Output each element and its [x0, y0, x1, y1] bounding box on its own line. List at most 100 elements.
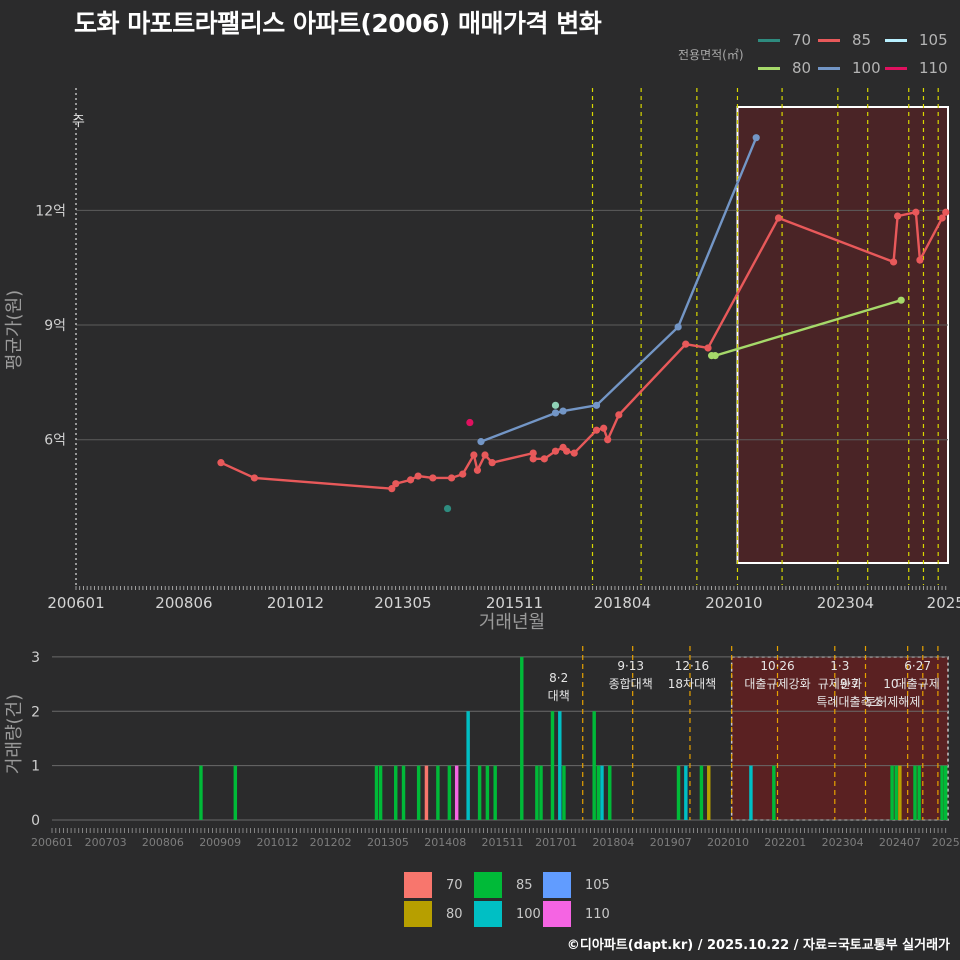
legend-label: 110: [585, 906, 610, 922]
volume-bar: [477, 765, 482, 820]
legend-swatch: [818, 66, 840, 70]
legend-swatch: [543, 901, 571, 927]
data-point-85: [615, 411, 623, 419]
data-point-70: [443, 504, 452, 513]
y-tick-label: 1: [31, 759, 40, 775]
volume-bar: [684, 765, 688, 820]
data-point-85: [459, 470, 467, 478]
data-point-70-extra: [551, 401, 560, 409]
y-tick-label: 12억: [35, 203, 66, 219]
volume-bar: [233, 765, 238, 820]
volume-bar: [600, 765, 604, 820]
data-point-80: [897, 296, 905, 304]
data-point-100: [592, 401, 601, 409]
event-text-label: 대출규제강화: [744, 677, 810, 691]
data-point-85: [488, 459, 496, 467]
data-point-85: [600, 424, 608, 432]
legend-label: 80: [446, 906, 463, 922]
volume-bar: [592, 711, 596, 820]
y-tick-label: 2: [31, 704, 40, 720]
y-tick-label: 6억: [44, 433, 66, 449]
data-point-100: [752, 134, 760, 142]
legend-label: 110: [919, 59, 948, 77]
event-date-label: 10·: [883, 677, 902, 691]
edge-label: 주: [72, 114, 85, 130]
legend-swatch: [885, 38, 907, 42]
volume-bar: [394, 765, 398, 820]
price-legend-item-80: 80: [758, 59, 811, 77]
data-point-85: [893, 212, 902, 220]
legend-swatch: [474, 901, 502, 927]
price-line-chart: 6억 9억 12억 주 200601 200806 201012 201305 201511 20…: [4, 88, 960, 633]
legend-label: 100: [516, 906, 541, 922]
data-point-100: [559, 407, 567, 415]
highlight-region: [730, 656, 949, 821]
event-text-label: 특례대출축소: [816, 695, 882, 709]
event-text-label: 18차대책: [668, 676, 716, 691]
x-tick-label: 201804: [594, 594, 651, 612]
volume-legend-item-70: 70: [404, 872, 463, 898]
volume-bar: [416, 765, 421, 820]
x-tick-label: 201012: [256, 836, 298, 849]
data-point-85: [529, 455, 537, 463]
volume-bar: [550, 711, 555, 820]
x-tick-label: 201012: [267, 594, 324, 612]
x-tick-label: 201907: [650, 836, 692, 849]
data-point-85: [429, 474, 437, 482]
data-point-100: [551, 409, 560, 417]
x-tick-label: 202304: [817, 594, 874, 612]
event-date-label: 8·2: [549, 671, 568, 685]
price-legend-item-105: 105: [885, 31, 948, 49]
volume-bar: [535, 765, 539, 820]
legend-label: 80: [792, 59, 812, 77]
volume-bar: [539, 765, 543, 820]
price-legend: 전용면적(㎡) 70 85 105 80 100 110: [640, 30, 960, 82]
source-credit: ©디아파트(dapt.kr) / 2025.10.22 / 자료=국토교통부 실…: [566, 938, 950, 953]
event-date-label: 1·3: [830, 659, 849, 673]
volume-bar: [772, 765, 776, 820]
data-point-85: [551, 447, 560, 455]
data-point-85: [250, 474, 259, 482]
legend-swatch: [543, 872, 571, 898]
legend-swatch: [885, 66, 907, 70]
data-point-100: [477, 438, 485, 446]
x-tick-label: 201305: [374, 594, 431, 612]
volume-bar: [454, 765, 459, 820]
data-point-85: [774, 214, 783, 222]
chart-title: 도화 마포트라팰리스 아파트(2006) 매매가격 변화: [74, 9, 602, 38]
x-tick-label: 201305: [367, 836, 409, 849]
volume-bar: [436, 765, 440, 820]
data-point-85: [406, 476, 415, 484]
data-point-110: [466, 418, 474, 427]
data-point-85: [481, 451, 489, 459]
legend-label: 105: [919, 31, 948, 49]
x-tick-label: 201511: [482, 836, 524, 849]
volume-bar: [707, 765, 711, 820]
volume-bar: [562, 765, 566, 820]
event-text-label: 토허제해제: [865, 695, 920, 709]
volume-bar: [485, 765, 490, 820]
x-tick-label: 202010: [707, 836, 749, 849]
event-date-label: 6·27: [904, 659, 931, 673]
x-tick-label: 201511: [486, 594, 543, 612]
legend-label: 85: [516, 877, 533, 893]
legend-label: 70: [792, 31, 812, 49]
data-point-85: [604, 436, 612, 444]
data-point-85: [540, 455, 548, 463]
x-tick-label: 201804: [592, 836, 634, 849]
volume-legend: 70 85 105 80 100 110: [404, 872, 624, 928]
volume-bar: [558, 711, 562, 820]
x-tick-label: 200806: [155, 594, 212, 612]
legend-swatch: [474, 872, 502, 898]
x-tick-label: 200601: [47, 594, 104, 612]
x-axis-title: 거래년월: [479, 612, 545, 633]
volume-legend-item-85: 85: [474, 872, 533, 898]
data-point-85: [470, 451, 478, 459]
volume-bar: [374, 765, 379, 820]
x-tick-label: 201408: [424, 836, 466, 849]
y-tick-label: 0: [31, 813, 40, 829]
event-date-label: 9·7: [840, 677, 859, 691]
volume-bar: [199, 765, 203, 820]
data-point-85: [704, 344, 712, 352]
event-date-label: 10·26: [760, 659, 794, 673]
